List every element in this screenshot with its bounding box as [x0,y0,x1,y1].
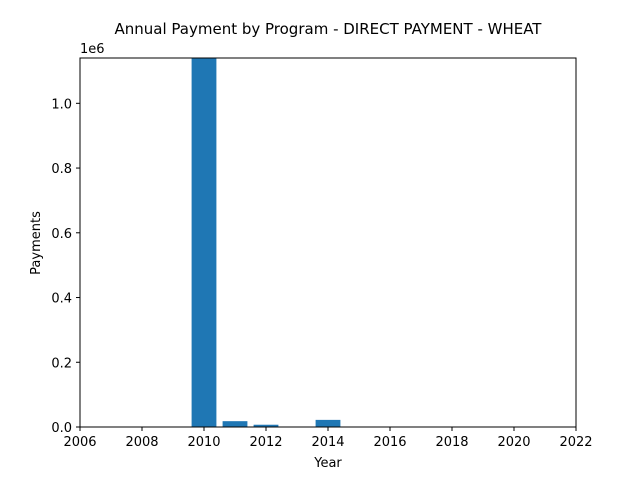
x-tick-label: 2020 [497,435,530,450]
y-axis-ticks: 0.0 0.2 0.4 0.6 0.8 1.0 [51,97,80,436]
x-tick-label: 2018 [435,435,468,450]
x-tick-label: 2006 [63,435,96,450]
x-axis-label: Year [313,456,342,471]
chart-title: Annual Payment by Program - DIRECT PAYME… [115,20,543,38]
x-tick-label: 2016 [373,435,406,450]
y-tick-label: 0.0 [51,421,72,436]
x-tick-label: 2012 [249,435,282,450]
bar-2010 [191,58,217,427]
bar-2012 [253,424,279,427]
x-tick-label: 2008 [125,435,158,450]
y-tick-label: 0.8 [51,162,72,177]
x-tick-label: 2022 [559,435,592,450]
y-offset-label: 1e6 [80,42,105,57]
y-tick-label: 0.4 [51,292,72,307]
bars-group [191,58,341,427]
bar-2014 [315,419,341,427]
bar-2011 [222,421,248,427]
y-tick-label: 1.0 [51,97,72,112]
y-axis-label: Payments [29,211,44,275]
y-tick-label: 0.2 [51,356,72,371]
x-tick-label: 2014 [311,435,344,450]
y-tick-label: 0.6 [51,227,72,242]
x-tick-label: 2010 [187,435,220,450]
plot-frame [79,57,577,428]
x-axis-ticks: 2006 2008 2010 2012 2014 2016 2018 2020 2022 [63,427,593,450]
